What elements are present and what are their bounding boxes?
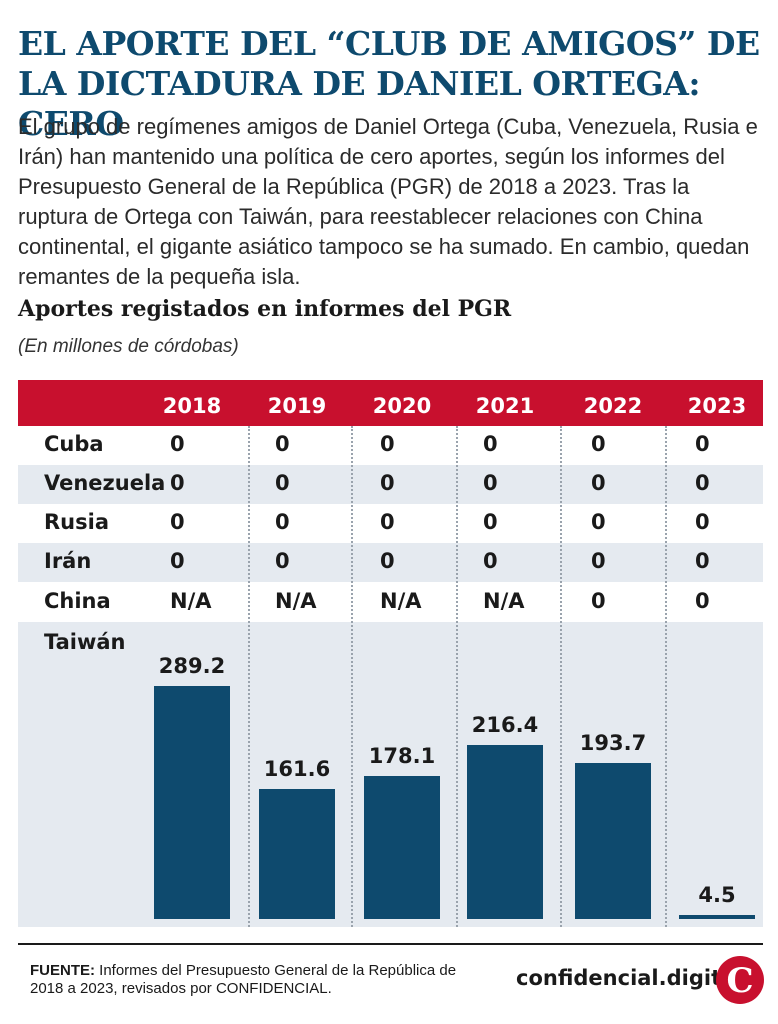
table-cell: 0 xyxy=(170,432,185,456)
row-label-taiwan: Taiwán xyxy=(44,630,126,654)
table-cell: 0 xyxy=(275,471,290,495)
year-header-2022: 2022 xyxy=(583,394,643,418)
table-cell: 0 xyxy=(380,549,395,573)
table-cell: N/A xyxy=(170,589,212,613)
table-cell: 0 xyxy=(170,549,185,573)
table-cell: 0 xyxy=(483,471,498,495)
table-cell: 0 xyxy=(380,471,395,495)
row-label-cuba: Cuba xyxy=(44,432,104,456)
year-header-2019: 2019 xyxy=(267,394,327,418)
table-cell: 0 xyxy=(380,432,395,456)
row-band xyxy=(18,465,763,504)
year-header-2021: 2021 xyxy=(475,394,535,418)
table-cell: 0 xyxy=(483,510,498,534)
table-cell: 0 xyxy=(591,589,606,613)
source-note: FUENTE: Informes del Presupuesto General… xyxy=(30,962,470,998)
year-header-2018: 2018 xyxy=(162,394,222,418)
column-divider xyxy=(456,426,458,927)
source-label: FUENTE: xyxy=(30,962,95,979)
units-note: (En millones de córdobas) xyxy=(18,336,239,357)
row-band xyxy=(18,583,763,622)
bar-taiwan-2021 xyxy=(467,744,543,919)
bar-taiwan-2022 xyxy=(575,762,651,919)
row-band xyxy=(18,543,763,582)
source-text: Informes del Presupuesto General de la R… xyxy=(30,962,457,997)
bar-label-2020: 178.1 xyxy=(368,743,436,768)
intro-text: El grupo de regímenes amigos de Daniel O… xyxy=(18,114,758,289)
column-divider xyxy=(248,426,250,927)
table-cell: 0 xyxy=(275,549,290,573)
bar-label-2023: 4.5 xyxy=(698,883,736,908)
table-cell: 0 xyxy=(170,471,185,495)
brand-name[interactable]: confidencial.digital xyxy=(516,966,743,990)
column-divider xyxy=(560,426,562,927)
table-cell: 0 xyxy=(483,432,498,456)
table-cell: 0 xyxy=(591,432,606,456)
footer-rule xyxy=(18,943,763,945)
confidencial-logo-icon[interactable]: C xyxy=(716,956,764,1004)
row-label-irán: Irán xyxy=(44,549,92,573)
table-cell: N/A xyxy=(275,589,317,613)
row-band xyxy=(18,426,763,465)
table-cell: 0 xyxy=(380,510,395,534)
table-cell: 0 xyxy=(695,589,710,613)
chart-title: EL APORTE DEL “CLUB DE AMIGOS” DE LA DIC… xyxy=(18,24,760,143)
table-cell: 0 xyxy=(695,549,710,573)
table-cell: 0 xyxy=(591,549,606,573)
table-cell: 0 xyxy=(695,510,710,534)
bar-label-2018: 289.2 xyxy=(158,654,226,678)
table-header-band xyxy=(18,380,763,426)
table-cell: 0 xyxy=(275,510,290,534)
bar-taiwan-2023 xyxy=(679,915,755,919)
row-band xyxy=(18,504,763,543)
column-divider xyxy=(665,426,667,927)
chart-subtitle: Aportes registados en informes del PGR xyxy=(18,296,512,322)
table-cell: 0 xyxy=(483,549,498,573)
table-cell: 0 xyxy=(275,432,290,456)
bar-label-2022: 193.7 xyxy=(579,730,647,755)
table-cell: 0 xyxy=(695,432,710,456)
row-label-venezuela: Venezuela xyxy=(44,471,166,495)
bar-taiwan-2019 xyxy=(259,788,335,919)
table-cell: 0 xyxy=(591,471,606,495)
bar-taiwan-2018 xyxy=(154,686,230,919)
bar-label-2021: 216.4 xyxy=(471,712,539,737)
row-label-rusia: Rusia xyxy=(44,510,109,534)
table-cell: 0 xyxy=(695,471,710,495)
year-header-2020: 2020 xyxy=(372,394,432,418)
table-cell: 0 xyxy=(170,510,185,534)
year-header-2023: 2023 xyxy=(687,394,747,418)
bar-label-2019: 161.6 xyxy=(263,756,331,781)
row-label-china: China xyxy=(44,589,111,613)
table-cell: N/A xyxy=(380,589,422,613)
bar-taiwan-2020 xyxy=(364,775,440,919)
column-divider xyxy=(351,426,353,927)
table-cell: 0 xyxy=(591,510,606,534)
table-cell: N/A xyxy=(483,589,525,613)
